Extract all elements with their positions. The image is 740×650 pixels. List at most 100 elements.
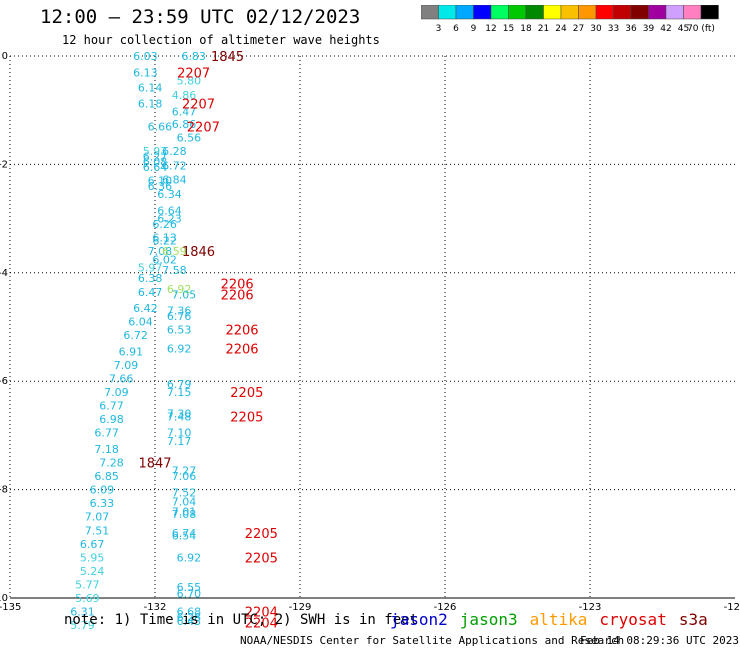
pass-time-label: 2205: [230, 386, 263, 401]
wave-height-label: 6.43: [177, 615, 202, 628]
wave-height-label: 6.86: [172, 118, 197, 131]
wave-height-label: 6.36: [148, 180, 173, 193]
wave-height-label: 7.66: [109, 372, 134, 385]
color-scale-label: 27: [573, 24, 584, 34]
wave-height-label: 6.28: [162, 145, 187, 158]
wave-height-label: 6.76: [167, 310, 192, 323]
wave-height-label: 6.77: [99, 400, 124, 413]
pass-time-label: 1846: [182, 245, 215, 260]
pass-time-label: 2207: [177, 66, 210, 81]
color-scale-label: 9: [471, 24, 477, 34]
wave-height-label: 6.74: [172, 527, 197, 540]
wave-height-label: 6.91: [119, 345, 144, 358]
wave-height-label: 6.77: [94, 427, 119, 440]
wave-height-label: 7.08: [172, 508, 197, 521]
wave-height-label: 7.48: [167, 410, 192, 423]
wave-height-label: 6.67: [80, 538, 105, 551]
y-tick-label: -2: [0, 159, 8, 170]
wave-height-label: 7.08: [148, 245, 173, 258]
legend-entry-jason3: jason3: [459, 610, 518, 629]
wave-height-label: 6.70: [177, 588, 202, 601]
wave-height-label: 6.03: [133, 50, 158, 63]
wave-height-label: 7.06: [172, 470, 197, 483]
pass-time-label: 2206: [221, 278, 254, 293]
color-scale-label: 42: [660, 24, 671, 34]
wave-height-label: 7.10: [167, 427, 192, 440]
legend-entry-jason2: jason2: [390, 610, 448, 629]
color-scale-label: 33: [608, 24, 619, 34]
wave-height-label: 6.92: [167, 343, 192, 356]
wave-height-label: 7.17: [167, 435, 192, 448]
color-scale-label: 6: [453, 24, 459, 34]
wave-height-label: 5.24: [80, 565, 105, 578]
color-scale-label: 21: [538, 24, 549, 34]
wave-height-label: 6.72: [123, 329, 148, 342]
color-scale-swatch: [700, 5, 719, 20]
pass-time-label: 2204: [245, 616, 278, 631]
x-tick-label: -135: [0, 602, 21, 613]
pass-time-label: 2207: [187, 120, 220, 135]
x-tick-label: -129: [289, 602, 312, 613]
pass-time-label: 2205: [230, 410, 263, 425]
wave-height-label: 6.55: [177, 581, 202, 594]
wave-height-label: 7.52: [172, 486, 197, 499]
wave-height-label: 6.27: [143, 150, 168, 163]
color-scale-label: 36: [625, 24, 637, 34]
chart-title: 12:00 — 23:59 UTC 02/12/2023: [40, 6, 361, 28]
color-scale-label: 39: [643, 24, 655, 34]
wave-height-label: 6.08: [143, 156, 168, 169]
wave-height-label: 6.04: [128, 316, 153, 329]
wave-height-label: 6.84: [162, 174, 187, 187]
wave-height-label: 7.07: [85, 511, 110, 524]
y-tick-label: -10: [0, 593, 8, 604]
wave-height-label: 6.09: [90, 484, 115, 497]
wave-height-label: 7.30: [167, 408, 192, 421]
wave-height-label: 6.47: [138, 286, 163, 299]
y-tick-label: -4: [0, 268, 8, 279]
pass-time-label: 2205: [245, 527, 278, 542]
wave-height-label: 6.38: [138, 272, 163, 285]
wave-height-label: 6.98: [99, 413, 124, 426]
wave-height-label: 5.97: [138, 261, 163, 274]
wave-height-label: 6.66: [148, 120, 173, 133]
wave-height-label: 6.56: [177, 131, 202, 144]
color-scale-label: 45: [678, 24, 689, 34]
y-tick-label: -6: [0, 376, 8, 387]
wave-height-label: 7.05: [172, 288, 197, 301]
x-tick-label: -126: [434, 602, 457, 613]
pass-time-label: 1845: [211, 50, 244, 65]
wave-height-label: 7.36: [167, 305, 192, 318]
wave-height-label: 6.92: [167, 283, 192, 296]
pass-time-label: 2206: [225, 343, 258, 358]
x-tick-label: -120: [724, 602, 740, 613]
wave-height-label: 5.69: [75, 592, 100, 605]
footnote: note: 1) Time is in UTC; 2) SWH is in fe…: [64, 612, 419, 628]
wave-height-label: 6.64: [157, 204, 182, 217]
y-tick-label: -8: [0, 485, 8, 496]
wave-height-label: 7.51: [85, 524, 110, 537]
wave-height-label: 6.14: [138, 81, 163, 94]
pass-time-label: 2205: [245, 551, 278, 566]
wave-height-label: 6.83: [181, 50, 206, 63]
x-tick-label: -123: [579, 602, 602, 613]
satellite-legend: jason2 jason3 altika cryosat s3a: [390, 610, 720, 629]
wave-height-label: 7.01: [172, 505, 197, 518]
wave-height-label: 6.92: [177, 551, 202, 564]
wave-height-label: 7.28: [99, 457, 124, 470]
wave-height-label: 6.22: [152, 234, 177, 247]
legend-entry-altika: altika: [529, 610, 588, 629]
x-tick-label: -132: [144, 602, 167, 613]
color-scale-label: 18: [520, 24, 532, 34]
pass-time-label: 2206: [221, 288, 254, 303]
wave-height-label: 6.72: [162, 159, 187, 172]
wave-height-label: 6.59: [162, 245, 187, 258]
color-scale-label: 70 (ft): [687, 24, 715, 34]
wave-height-label: 7.09: [104, 386, 129, 399]
wave-height-label: 6.64: [143, 161, 168, 174]
wave-height-label: 7.58: [162, 264, 187, 277]
wave-height-label: 6.26: [152, 218, 177, 231]
color-scale-label: 12: [485, 24, 496, 34]
color-scale-label: 3: [436, 24, 442, 34]
wave-height-label: 6.54: [172, 530, 197, 543]
